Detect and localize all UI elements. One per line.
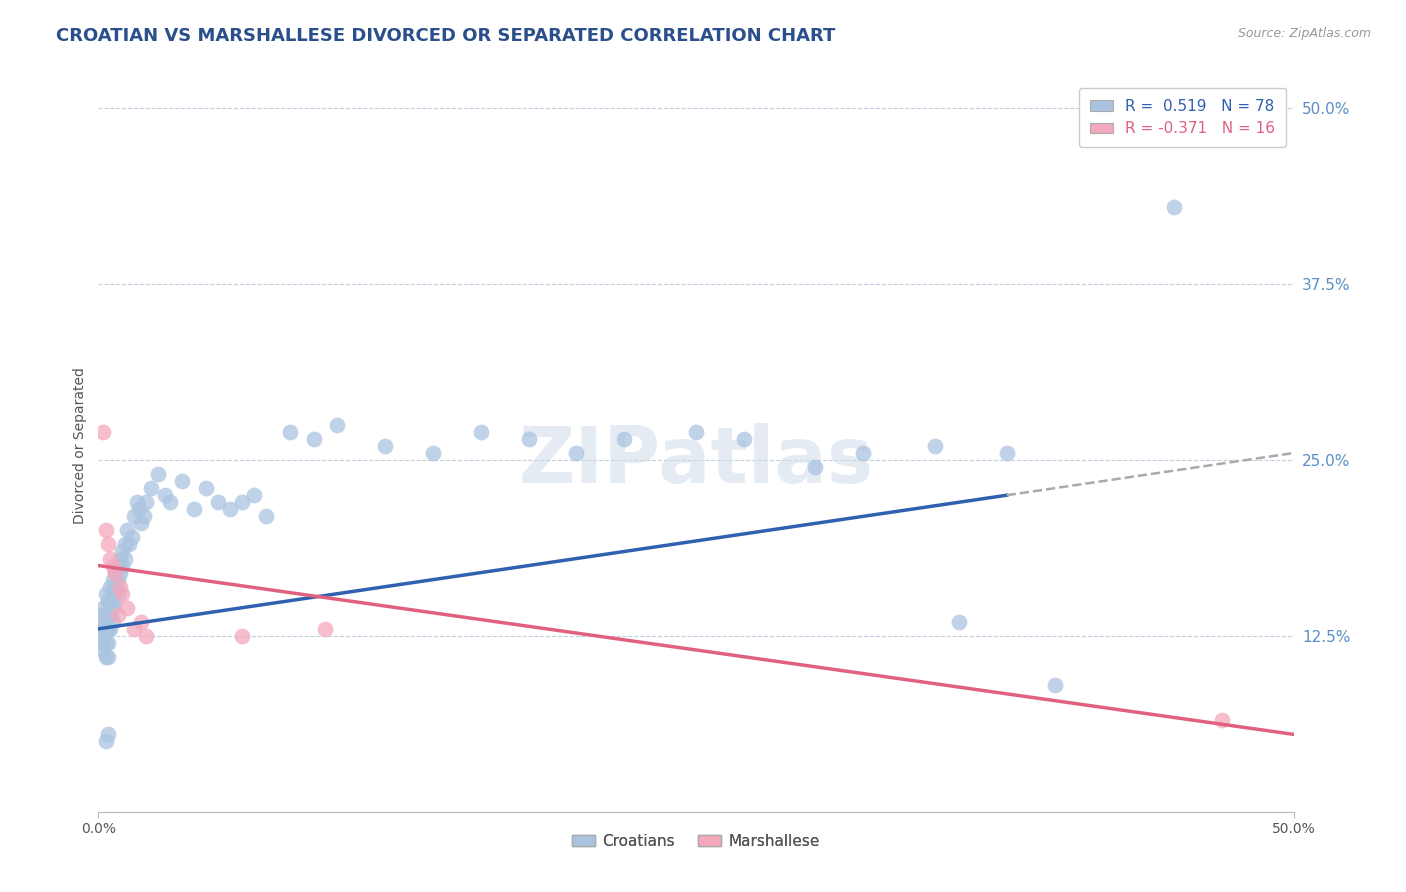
- Point: [135, 495, 157, 509]
- Point: [278, 425, 301, 439]
- Point: [254, 509, 277, 524]
- Point: [114, 551, 136, 566]
- Point: [101, 558, 124, 573]
- Point: [94, 650, 117, 665]
- Point: [685, 425, 707, 439]
- Y-axis label: Divorced or Separated: Divorced or Separated: [73, 368, 87, 524]
- Point: [94, 734, 117, 748]
- Text: Source: ZipAtlas.com: Source: ZipAtlas.com: [1237, 27, 1371, 40]
- Point: [94, 524, 117, 538]
- Point: [97, 537, 120, 551]
- Point: [374, 439, 396, 453]
- Point: [172, 474, 194, 488]
- Text: ZIPatlas: ZIPatlas: [519, 423, 873, 499]
- Point: [302, 432, 325, 446]
- Point: [94, 587, 117, 601]
- Point: [115, 600, 138, 615]
- Point: [107, 573, 129, 587]
- Point: [148, 467, 170, 482]
- Point: [97, 650, 120, 665]
- Point: [94, 622, 117, 636]
- Point: [231, 629, 253, 643]
- Point: [97, 636, 120, 650]
- Point: [104, 566, 127, 580]
- Point: [91, 425, 114, 439]
- Point: [90, 622, 112, 636]
- Point: [135, 629, 157, 643]
- Point: [90, 607, 112, 622]
- Point: [219, 502, 242, 516]
- Point: [195, 481, 218, 495]
- Point: [183, 502, 205, 516]
- Point: [124, 622, 146, 636]
- Point: [131, 516, 153, 531]
- Point: [107, 607, 129, 622]
- Point: [1211, 714, 1233, 728]
- Point: [852, 446, 875, 460]
- Point: [1163, 200, 1185, 214]
- Point: [104, 580, 127, 594]
- Point: [97, 727, 120, 741]
- Point: [107, 558, 129, 573]
- Point: [159, 495, 181, 509]
- Point: [111, 544, 134, 558]
- Point: [108, 580, 131, 594]
- Point: [132, 509, 155, 524]
- Point: [97, 607, 120, 622]
- Point: [98, 622, 122, 636]
- Point: [108, 566, 131, 580]
- Point: [101, 600, 124, 615]
- Point: [94, 607, 117, 622]
- Point: [91, 629, 114, 643]
- Point: [1043, 678, 1066, 692]
- Point: [107, 587, 129, 601]
- Point: [111, 587, 134, 601]
- Point: [97, 622, 120, 636]
- Point: [98, 580, 122, 594]
- Point: [118, 537, 141, 551]
- Point: [124, 509, 146, 524]
- Point: [115, 524, 138, 538]
- Point: [98, 551, 122, 566]
- Point: [101, 615, 124, 629]
- Point: [243, 488, 266, 502]
- Point: [948, 615, 970, 629]
- Point: [565, 446, 588, 460]
- Point: [231, 495, 253, 509]
- Point: [517, 432, 540, 446]
- Point: [101, 573, 124, 587]
- Text: CROATIAN VS MARSHALLESE DIVORCED OR SEPARATED CORRELATION CHART: CROATIAN VS MARSHALLESE DIVORCED OR SEPA…: [56, 27, 835, 45]
- Point: [613, 432, 636, 446]
- Point: [104, 593, 127, 607]
- Point: [470, 425, 492, 439]
- Point: [90, 636, 112, 650]
- Point: [114, 537, 136, 551]
- Point: [98, 607, 122, 622]
- Point: [128, 502, 150, 516]
- Point: [125, 495, 148, 509]
- Point: [422, 446, 444, 460]
- Point: [326, 417, 349, 432]
- Point: [155, 488, 177, 502]
- Point: [101, 587, 124, 601]
- Point: [207, 495, 229, 509]
- Point: [108, 551, 131, 566]
- Point: [139, 481, 162, 495]
- Point: [995, 446, 1018, 460]
- Point: [94, 636, 117, 650]
- Point: [98, 593, 122, 607]
- Point: [91, 600, 114, 615]
- Legend: Croatians, Marshallese: Croatians, Marshallese: [565, 828, 827, 855]
- Point: [91, 615, 114, 629]
- Point: [924, 439, 946, 453]
- Point: [111, 558, 134, 573]
- Point: [97, 593, 120, 607]
- Point: [733, 432, 755, 446]
- Point: [91, 643, 114, 657]
- Point: [121, 530, 143, 544]
- Point: [804, 460, 827, 475]
- Point: [104, 566, 127, 580]
- Point: [131, 615, 153, 629]
- Point: [315, 622, 337, 636]
